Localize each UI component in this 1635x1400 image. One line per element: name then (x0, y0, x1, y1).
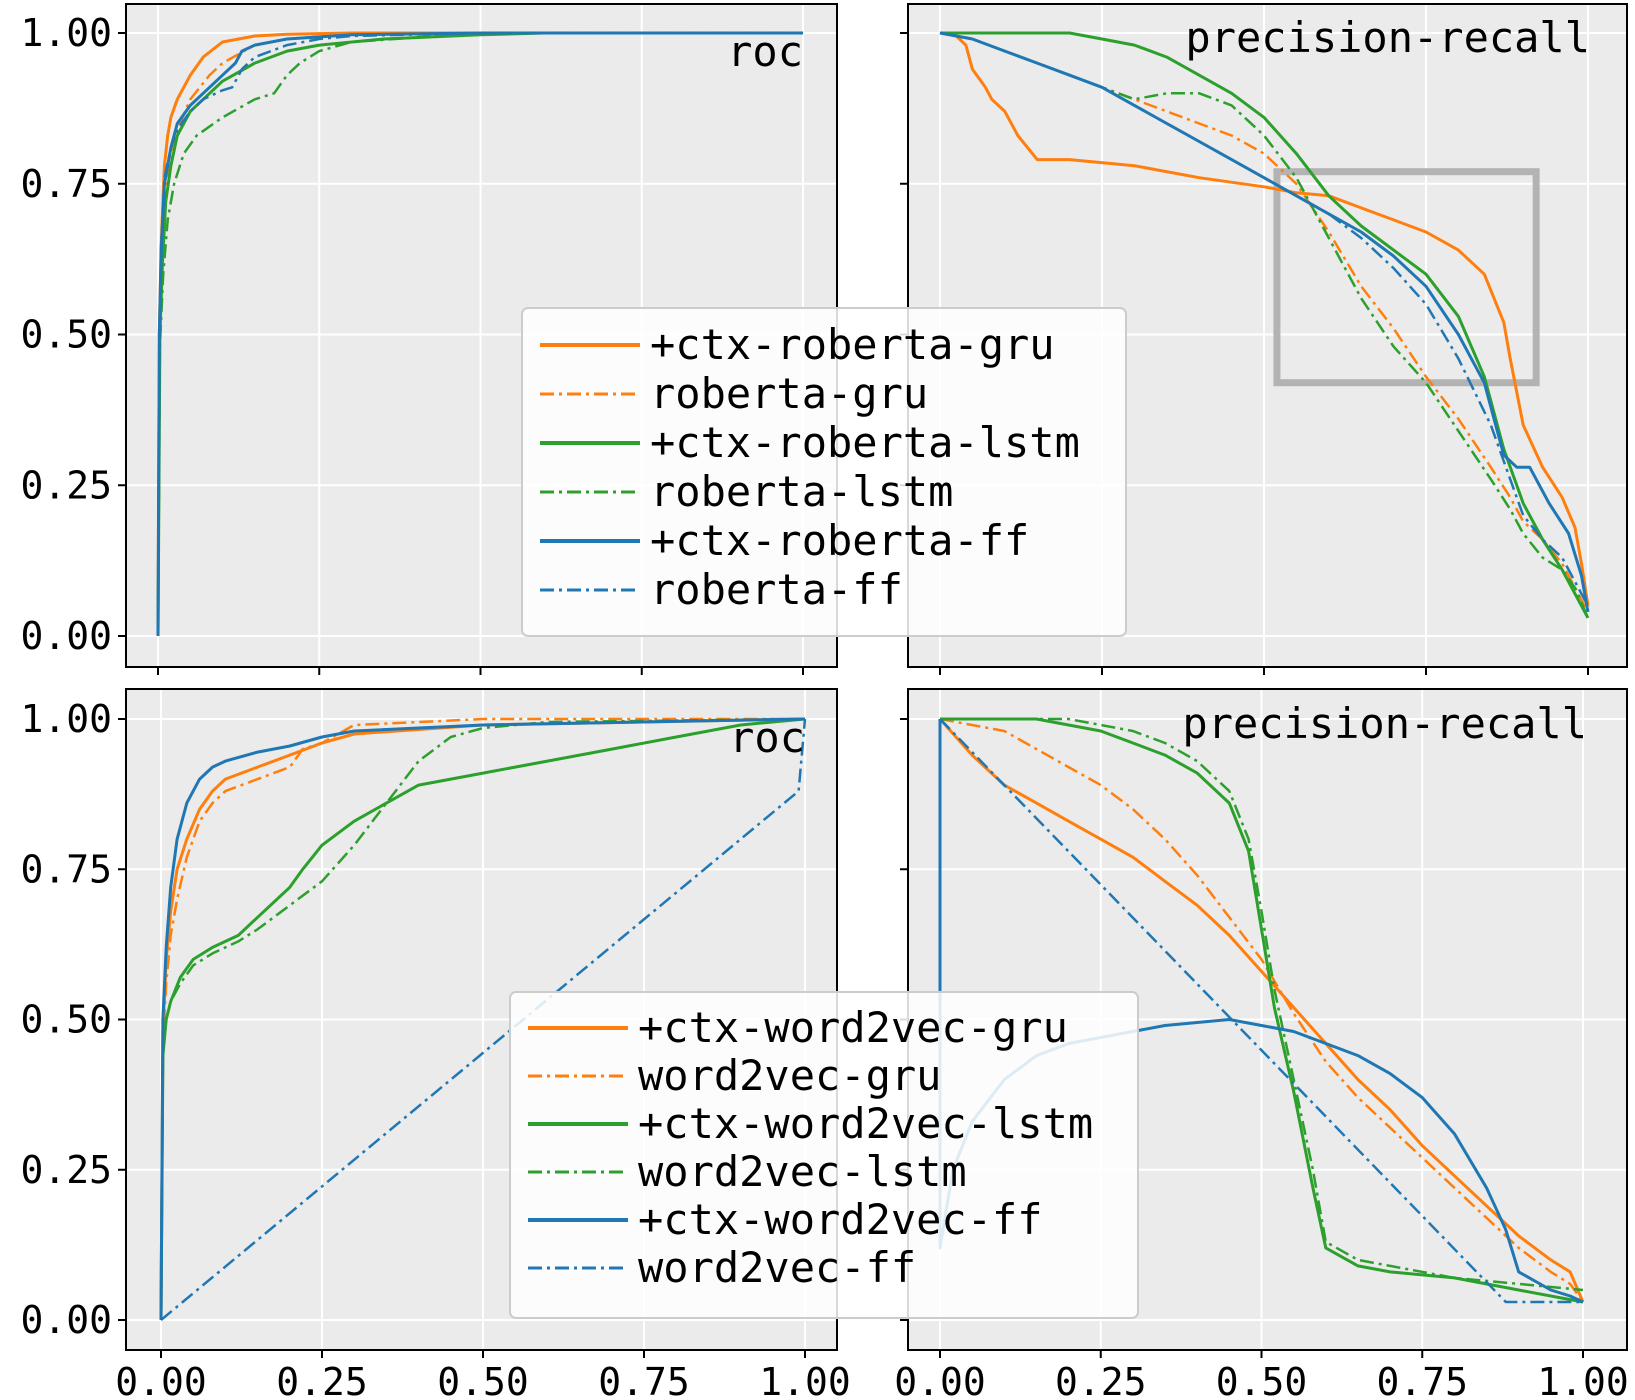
panel-title: roc (729, 713, 805, 762)
y-tick-label: 0.75 (20, 847, 112, 891)
legend-label: +ctx-word2vec-ff (638, 1195, 1043, 1244)
series-line-roberta-lstm (939, 31, 1590, 619)
legend-label: word2vec-ff (638, 1243, 916, 1292)
series-line-roberta-gru (939, 31, 1590, 613)
x-tick-label: 0.00 (894, 1360, 986, 1400)
series-group (938, 717, 1585, 1304)
y-tick-label: 1.00 (20, 697, 112, 741)
x-tick-label: 0.50 (1216, 1360, 1308, 1400)
series-line-word2vec-lstm (940, 717, 1584, 1292)
series-line-roberta-lstm (156, 31, 803, 637)
y-tick-label: 0.50 (20, 313, 112, 357)
series-line-word2vec-ff (939, 718, 1583, 1304)
y-tick-label: 0.75 (20, 162, 112, 206)
series-line-word2vec-ff (160, 718, 807, 1321)
series-line-plus-ctx-roberta-lstm (156, 31, 803, 637)
legend-label: roberta-lstm (650, 467, 953, 516)
legend-label: +ctx-roberta-lstm (650, 418, 1080, 467)
legend-bottom-roc: +ctx-word2vec-gru word2vec-gru+ctx-word2… (509, 991, 1139, 1319)
legend-top-roc: +ctx-roberta-gru roberta-gru+ctx-roberta… (521, 307, 1127, 637)
series-line-plus-ctx-roberta-lstm (940, 31, 1590, 619)
series-group (159, 717, 807, 1321)
series-line-plus-ctx-word2vec-ff (159, 717, 806, 1321)
legend-box (509, 991, 1139, 1319)
panel-title: precision-recall (1182, 699, 1587, 748)
y-tick-label: 1.00 (20, 11, 112, 55)
x-tick-label: 0.50 (437, 1360, 529, 1400)
series-line-roberta-ff (156, 31, 803, 637)
x-tick-label: 1.00 (1537, 1360, 1629, 1400)
series-line-plus-ctx-word2vec-lstm (940, 717, 1584, 1304)
legend-label: +ctx-roberta-gru (650, 320, 1055, 369)
legend-label: +ctx-word2vec-gru (638, 1003, 1068, 1052)
panel-title: roc (727, 27, 803, 76)
x-tick-label: 0.00 (115, 1360, 207, 1400)
series-group (939, 31, 1590, 619)
legend-label: roberta-ff (650, 565, 903, 614)
x-tick-label: 0.25 (276, 1360, 368, 1400)
x-tick-label: 0.75 (598, 1360, 690, 1400)
zoom-box (1273, 168, 1540, 387)
series-line-word2vec-gru (939, 717, 1585, 1303)
x-tick-label: 1.00 (759, 1360, 851, 1400)
y-tick-label: 0.25 (20, 1148, 112, 1192)
legend-label: word2vec-lstm (638, 1147, 967, 1196)
y-tick-label: 0.00 (20, 614, 112, 658)
series-line-plus-ctx-roberta-gru (940, 31, 1590, 607)
legend-label: +ctx-word2vec-lstm (638, 1099, 1093, 1148)
panel-title: precision-recall (1185, 13, 1590, 62)
y-tick-label: 0.50 (20, 998, 112, 1042)
series-group (156, 31, 803, 637)
series-line-roberta-ff (939, 31, 1590, 607)
series-line-word2vec-gru (159, 717, 805, 1321)
series-line-plus-ctx-roberta-ff (156, 31, 803, 637)
legend-label: word2vec-gru (638, 1051, 941, 1100)
y-tick-label: 0.25 (20, 463, 112, 507)
x-tick-label: 0.75 (1376, 1360, 1468, 1400)
legend-label: roberta-gru (650, 369, 928, 418)
legend-label: +ctx-roberta-ff (650, 516, 1029, 565)
series-line-word2vec-lstm (159, 717, 806, 1321)
x-tick-label: 0.25 (1055, 1360, 1147, 1400)
y-tick-label: 0.00 (20, 1298, 112, 1342)
legend-box (521, 307, 1127, 637)
